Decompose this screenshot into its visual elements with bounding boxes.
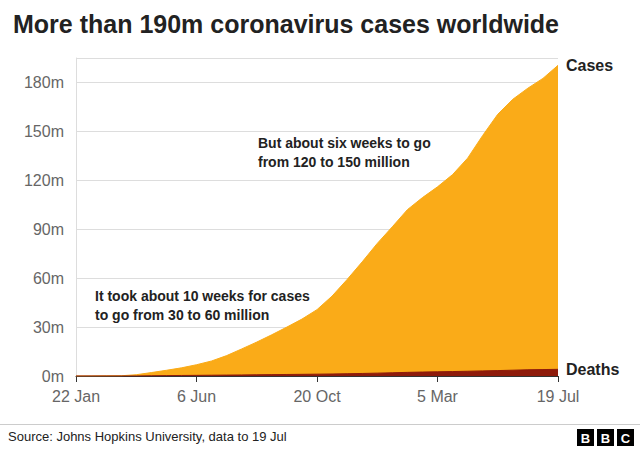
svg-text:Cases: Cases bbox=[566, 57, 613, 74]
svg-text:It took about 10 weeks for cas: It took about 10 weeks for cases bbox=[95, 288, 310, 304]
svg-text:30m: 30m bbox=[33, 319, 64, 336]
svg-text:5 Mar: 5 Mar bbox=[417, 388, 459, 405]
svg-text:60m: 60m bbox=[33, 270, 64, 287]
svg-text:120m: 120m bbox=[24, 172, 64, 189]
svg-text:22 Jan: 22 Jan bbox=[52, 388, 100, 405]
svg-text:20 Oct: 20 Oct bbox=[293, 388, 341, 405]
svg-text:0m: 0m bbox=[42, 368, 64, 385]
svg-text:But about six weeks to go: But about six weeks to go bbox=[258, 135, 431, 151]
svg-text:B: B bbox=[581, 431, 590, 446]
svg-text:90m: 90m bbox=[33, 221, 64, 238]
svg-text:Deaths: Deaths bbox=[566, 361, 619, 378]
svg-text:Source: Johns Hopkins Universi: Source: Johns Hopkins University, data t… bbox=[8, 429, 287, 444]
svg-text:6 Jun: 6 Jun bbox=[177, 388, 216, 405]
svg-text:C: C bbox=[621, 431, 631, 446]
svg-text:More than 190m coronavirus cas: More than 190m coronavirus cases worldwi… bbox=[13, 10, 559, 38]
svg-text:from 120 to 150 million: from 120 to 150 million bbox=[258, 154, 410, 170]
svg-text:180m: 180m bbox=[24, 74, 64, 91]
svg-text:to go from 30 to 60 million: to go from 30 to 60 million bbox=[95, 307, 269, 323]
svg-text:19 Jul: 19 Jul bbox=[537, 388, 580, 405]
svg-text:B: B bbox=[601, 431, 610, 446]
svg-text:150m: 150m bbox=[24, 123, 64, 140]
